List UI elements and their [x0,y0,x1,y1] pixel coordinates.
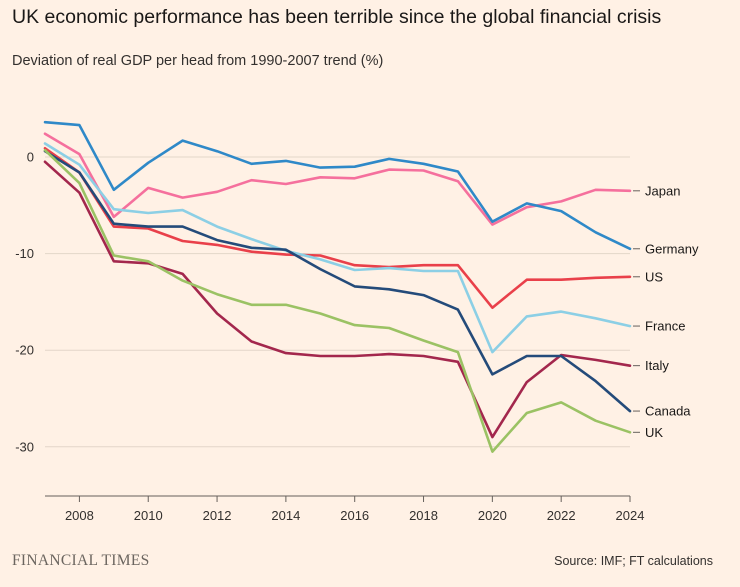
x-tick-label: 2008 [65,508,94,523]
series-line-italy [43,160,632,439]
series-line-canada [43,149,632,413]
x-tick-label: 2020 [478,508,507,523]
legend-label-canada: Canada [645,404,691,419]
x-axis: 2008 2010 2012 2014 2016 2018 2020 2022 2024 [45,495,645,523]
y-tick-label: -10 [15,246,34,261]
x-tick-label: 2022 [547,508,576,523]
legend-label-france: France [645,319,685,334]
y-tick-label: -30 [15,439,34,454]
x-tick-label: 2014 [271,508,300,523]
series-lines [43,120,632,453]
legend-label-italy: Italy [645,358,669,373]
legend-label-uk: UK [645,425,663,440]
chart-title: UK economic performance has been terribl… [12,6,662,28]
series-line-uk [43,148,632,453]
source-note: Source: IMF; FT calculations [554,554,713,568]
y-tick-label: 0 [27,150,34,165]
legend: Japan Germany US France Italy Canada UK [633,183,699,440]
x-tick-label: 2010 [134,508,163,523]
y-tick-label: -20 [15,343,34,358]
series-line-us [43,147,632,310]
x-tick-label: 2018 [409,508,438,523]
x-tick-label: 2012 [203,508,232,523]
legend-label-germany: Germany [645,241,699,256]
legend-label-us: US [645,269,663,284]
series-line-france [43,142,632,354]
series-line-japan [43,132,632,226]
brand-logo: FINANCIAL TIMES [12,552,150,569]
x-tick-label: 2016 [340,508,369,523]
x-tick-label: 2024 [616,508,645,523]
series-line-germany [43,120,632,251]
gridlines: 0 -10 -20 -30 [15,150,630,454]
chart-subtitle: Deviation of real GDP per head from 1990… [12,53,384,69]
legend-label-japan: Japan [645,183,680,198]
